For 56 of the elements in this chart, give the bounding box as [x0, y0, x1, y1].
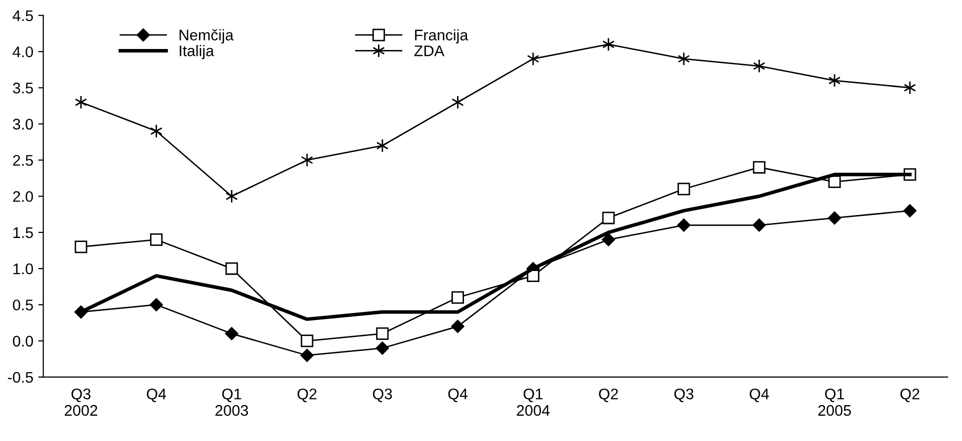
point	[903, 204, 916, 218]
y-tick-label: 4.5	[12, 10, 33, 22]
x-tick-label: Q4	[146, 388, 166, 402]
point	[828, 211, 842, 225]
point	[226, 189, 238, 204]
legend-label: Nemčija	[180, 29, 234, 44]
y-tick-label: 3.5	[12, 82, 33, 94]
x-tick-label: Q3	[372, 388, 392, 402]
point	[150, 124, 162, 138]
point	[526, 270, 540, 282]
point	[150, 233, 163, 246]
x-tick-label: Q3	[674, 388, 694, 402]
x-tick-label: Q1 2005	[818, 388, 851, 416]
point	[452, 95, 464, 110]
y-tick-label: 2.0	[13, 191, 33, 202]
legend-label: Italija	[180, 45, 214, 60]
point	[752, 161, 766, 174]
y-tick-label: 3.0	[12, 118, 33, 130]
point	[752, 218, 766, 232]
point	[753, 59, 766, 74]
x-tick-label: Q2	[298, 388, 316, 402]
point	[376, 342, 389, 355]
x-tick-label: Q2	[599, 388, 618, 402]
x-tick-label: Q1 2004	[516, 388, 550, 416]
y-tick-label: 1.5	[13, 227, 33, 238]
x-tick-label: Q4	[448, 388, 468, 402]
y-tick-label: 1.0	[13, 263, 33, 274]
x-tick-label: Q3 2002	[64, 388, 98, 416]
point	[376, 327, 389, 340]
point	[904, 80, 916, 95]
x-tick-label: Q4	[750, 388, 769, 402]
point	[225, 262, 238, 275]
y-tick-label: 0.0	[12, 336, 33, 347]
point	[150, 298, 163, 312]
y-tick-label: 0.5	[12, 300, 33, 310]
point	[452, 291, 464, 304]
x-tick-label: Q2	[900, 388, 920, 402]
point	[678, 52, 690, 66]
y-tick-label: 4.0	[12, 46, 33, 58]
point	[74, 240, 88, 254]
y-tick-label: 2.5	[13, 154, 33, 166]
point	[300, 334, 314, 348]
point	[225, 327, 238, 340]
point	[678, 182, 690, 196]
point	[376, 138, 388, 153]
point	[828, 176, 841, 188]
point	[451, 320, 464, 334]
point	[602, 212, 615, 224]
point	[677, 218, 690, 232]
point	[602, 233, 616, 246]
legend-label: ZDA	[414, 46, 444, 56]
y-tick-label: -0.5	[8, 372, 33, 383]
x-tick-label: Q1 2003	[215, 388, 248, 416]
point	[527, 52, 540, 66]
legend-label: Francija	[415, 29, 468, 44]
point	[300, 348, 314, 362]
